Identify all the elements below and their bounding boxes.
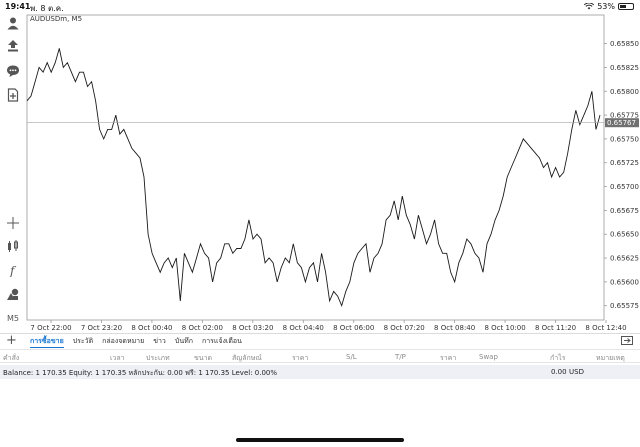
collapse-panel-icon[interactable] bbox=[621, 336, 633, 345]
status-right: 53% bbox=[584, 2, 634, 11]
y-tick-label: 0.65750 bbox=[610, 135, 639, 143]
column-header-2[interactable]: ประเภท bbox=[146, 354, 170, 362]
timeframe-label: M5 bbox=[7, 313, 19, 323]
status-date: พ. 8 ต.ค. bbox=[30, 4, 64, 13]
tab-1[interactable]: ประวัติ bbox=[72, 337, 94, 345]
chart-canvas[interactable]: 0.65850 0.65825 0.65800 0.65775 0.65750 0.657… bbox=[26, 14, 640, 332]
battery-percent: 53% bbox=[597, 2, 615, 11]
column-header-7[interactable]: T/P bbox=[395, 353, 406, 361]
objects-icon bbox=[7, 288, 19, 300]
column-header-3[interactable]: ขนาด bbox=[194, 354, 213, 362]
x-tick-label: 8 Oct 12:40 bbox=[585, 324, 626, 332]
chart-symbol: AUDUSDm, M5 bbox=[30, 15, 83, 23]
x-tick-label: 8 Oct 10:00 bbox=[484, 324, 525, 332]
tab-3[interactable]: ข่าว bbox=[153, 337, 166, 345]
x-tick-label: 8 Oct 03:20 bbox=[232, 324, 273, 332]
battery-fill bbox=[620, 5, 627, 8]
column-header-0[interactable]: คำสั่ง bbox=[3, 354, 20, 362]
column-header-5[interactable]: ราคา bbox=[292, 354, 309, 362]
y-tick-label: 0.65675 bbox=[610, 207, 639, 215]
tab-list: การซื้อขาย ประวัติ กล่องจดหมาย ข่าว บันทึก กา… bbox=[30, 336, 242, 348]
tab-4[interactable]: บันทึก bbox=[174, 337, 193, 345]
y-tick-label: 0.65650 bbox=[610, 231, 639, 239]
price-line bbox=[26, 48, 601, 308]
x-tick-label: 8 Oct 02:00 bbox=[182, 324, 223, 332]
function-icon: f bbox=[9, 264, 17, 277]
x-tick-label: 8 Oct 00:40 bbox=[131, 324, 172, 332]
indicators-icon bbox=[8, 240, 18, 252]
wifi-icon bbox=[584, 3, 595, 10]
add-chart-icon bbox=[7, 88, 19, 102]
y-tick-label: 0.65625 bbox=[610, 255, 639, 263]
plot-area-border bbox=[26, 14, 605, 321]
svg-text:f: f bbox=[9, 264, 17, 277]
y-tick-label: 0.65800 bbox=[610, 88, 639, 96]
y-tick-label: 0.65775 bbox=[610, 112, 639, 120]
x-tick-label: 8 Oct 07:20 bbox=[384, 324, 425, 332]
x-tick-label: 8 Oct 08:40 bbox=[434, 324, 475, 332]
status-bar: 19:41 พ. 8 ต.ค. 53% bbox=[0, 0, 640, 13]
functions-button[interactable]: f bbox=[5, 262, 21, 278]
x-tick-label: 8 Oct 04:40 bbox=[283, 324, 324, 332]
account-currency: USD bbox=[569, 368, 584, 376]
y-tick-label: 0.65700 bbox=[610, 183, 639, 191]
status-time: 19:41 bbox=[5, 2, 31, 11]
left-toolbar: f M5 bbox=[0, 13, 26, 330]
balance-row: Balance: 1 170.35 Equity: 1 170.35 หลักป… bbox=[0, 365, 640, 379]
crosshair-button[interactable] bbox=[5, 215, 21, 231]
current-price-tag bbox=[605, 118, 639, 128]
column-header-6[interactable]: S/L bbox=[346, 353, 357, 361]
price-chart[interactable]: 0.65850 0.65825 0.65800 0.65775 0.65750 0.657… bbox=[26, 14, 640, 332]
add-icon[interactable]: + bbox=[6, 333, 17, 348]
y-tick-label: 0.65825 bbox=[610, 64, 639, 72]
column-header-4[interactable]: สัญลักษณ์ bbox=[232, 354, 262, 362]
timeframe-button[interactable]: M5 bbox=[5, 310, 21, 326]
objects-button[interactable] bbox=[5, 286, 21, 302]
x-tick-label: 8 Oct 11:20 bbox=[535, 324, 576, 332]
trade-button[interactable] bbox=[5, 38, 21, 54]
x-tick-label: 7 Oct 23:20 bbox=[81, 324, 122, 332]
share-icon bbox=[8, 40, 18, 52]
y-tick-label: 0.65725 bbox=[610, 159, 639, 167]
tab-0[interactable]: การซื้อขาย bbox=[30, 336, 64, 348]
y-tick-label: 0.65600 bbox=[610, 278, 639, 286]
tab-2[interactable]: กล่องจดหมาย bbox=[102, 337, 145, 345]
total-profit: 0.00 bbox=[551, 368, 567, 376]
chat-button[interactable] bbox=[5, 63, 21, 79]
home-indicator[interactable] bbox=[236, 438, 404, 442]
user-icon bbox=[7, 17, 19, 30]
x-tick-label: 8 Oct 06:00 bbox=[333, 324, 374, 332]
account-button[interactable] bbox=[5, 15, 21, 31]
x-tick-label: 7 Oct 22:00 bbox=[30, 324, 71, 332]
chat-icon bbox=[7, 65, 19, 77]
column-header-11[interactable]: หมายเหตุ bbox=[596, 354, 625, 362]
indicators-button[interactable] bbox=[5, 238, 21, 254]
y-tick-label: 0.65575 bbox=[610, 302, 639, 310]
column-header-10[interactable]: กำไร bbox=[550, 354, 566, 362]
current-price-label: 0.65767 bbox=[607, 119, 636, 127]
tab-5[interactable]: การแจ้งเตือน bbox=[201, 337, 242, 345]
column-header-9[interactable]: Swap bbox=[479, 353, 498, 361]
bottom-tab-bar: + การซื้อขาย ประวัติ กล่องจดหมาย ข่าว บันทึก… bbox=[0, 333, 640, 348]
column-header-8[interactable]: ราคา bbox=[440, 354, 457, 362]
crosshair-icon bbox=[7, 217, 19, 229]
column-header-1[interactable]: เวลา bbox=[110, 354, 125, 362]
trade-table-header: คำสั่ง เวลา ประเภท ขนาด สัญลักษณ์ ราคา S/L T/P ร… bbox=[0, 349, 640, 363]
new-chart-button[interactable] bbox=[5, 87, 21, 103]
balance-text: Balance: 1 170.35 Equity: 1 170.35 หลักป… bbox=[3, 369, 278, 377]
y-tick-label: 0.65850 bbox=[610, 40, 639, 48]
battery-icon bbox=[618, 3, 634, 10]
